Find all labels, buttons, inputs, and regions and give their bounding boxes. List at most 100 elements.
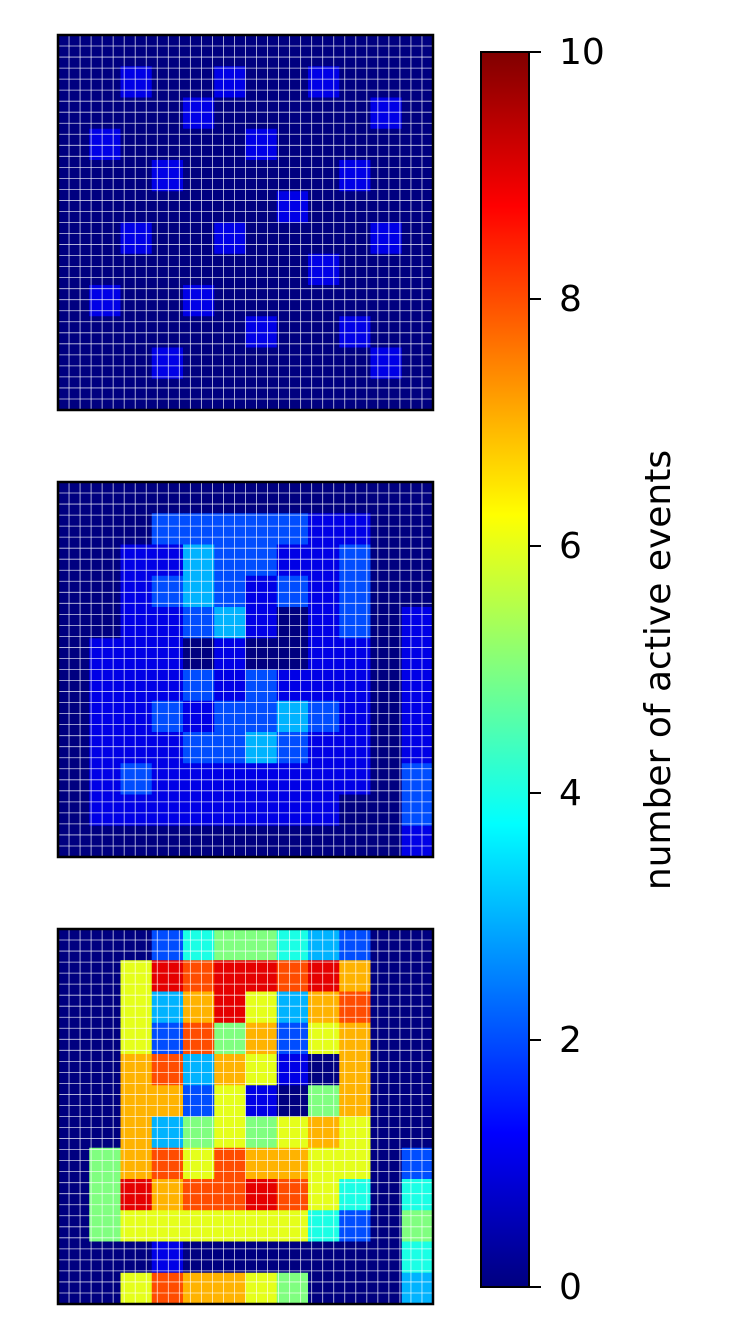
heatmap-cell xyxy=(58,35,90,67)
colorbar xyxy=(480,51,530,1288)
heatmap-cell xyxy=(214,544,246,577)
heatmap-cell xyxy=(214,700,246,733)
heatmap-cell xyxy=(120,160,153,192)
heatmap-cell xyxy=(183,1147,215,1180)
heatmap-cell xyxy=(151,575,184,608)
heatmap-cell xyxy=(276,1085,309,1117)
heatmap-cell xyxy=(214,1022,246,1055)
heatmap-cell xyxy=(183,1241,215,1274)
heatmap-cell xyxy=(151,66,184,98)
heatmap-cell xyxy=(151,1022,184,1055)
heatmap-cell xyxy=(401,991,434,1024)
heatmap-cell xyxy=(308,1179,340,1211)
heatmap-cell xyxy=(120,669,153,702)
heatmap-cell xyxy=(370,347,403,380)
heatmap-cell xyxy=(245,35,278,67)
heatmap-cell xyxy=(308,825,340,858)
heatmap-cell xyxy=(370,638,403,670)
heatmap-cell xyxy=(214,1054,246,1086)
heatmap-cell xyxy=(58,544,90,577)
heatmap-cell xyxy=(401,607,434,639)
heatmap-cell xyxy=(339,1272,371,1305)
heatmap-cell xyxy=(370,960,403,992)
colorbar-label: number of active events xyxy=(638,450,679,890)
heatmap-cell xyxy=(120,638,153,670)
heatmap-cell xyxy=(276,1147,309,1180)
heatmap-cell xyxy=(58,1210,90,1242)
heatmap-cell xyxy=(214,638,246,670)
heatmap-cell xyxy=(58,1272,90,1305)
heatmap-cell xyxy=(401,1210,434,1242)
heatmap-cell xyxy=(120,128,153,161)
heatmap-cell xyxy=(89,66,121,98)
heatmap-cell xyxy=(245,316,278,348)
heatmap-cell xyxy=(183,347,215,380)
heatmap-cell xyxy=(276,97,309,130)
heatmap-cell xyxy=(151,347,184,380)
heatmap-cell xyxy=(183,128,215,161)
heatmap-panel xyxy=(56,33,435,412)
heatmap-cell xyxy=(151,513,184,545)
heatmap-cell xyxy=(151,825,184,858)
heatmap-cell xyxy=(120,191,153,223)
heatmap-cell xyxy=(245,97,278,130)
heatmap-cell xyxy=(120,1054,153,1086)
heatmap-cell xyxy=(120,825,153,858)
heatmap-cell xyxy=(308,794,340,827)
heatmap-cell xyxy=(214,1272,246,1305)
heatmap-cell xyxy=(276,285,309,317)
heatmap-cell xyxy=(245,825,278,858)
heatmap-cell xyxy=(308,128,340,161)
heatmap-cell xyxy=(245,1272,278,1305)
heatmap-cell xyxy=(401,638,434,670)
heatmap-cell xyxy=(151,160,184,192)
heatmap-cell xyxy=(401,763,434,795)
heatmap-cell xyxy=(120,222,153,255)
heatmap-cell xyxy=(58,732,90,764)
heatmap-cell xyxy=(151,35,184,67)
heatmap-cell xyxy=(370,160,403,192)
heatmap-cell xyxy=(89,513,121,545)
heatmap-cell xyxy=(339,285,371,317)
heatmap-cell xyxy=(89,191,121,223)
heatmap-cell xyxy=(58,513,90,545)
heatmap-cell xyxy=(214,191,246,223)
heatmap-cell xyxy=(308,1241,340,1274)
heatmap-cell xyxy=(276,669,309,702)
heatmap-cell xyxy=(183,316,215,348)
heatmap-cell xyxy=(120,1147,153,1180)
heatmap-cell xyxy=(245,285,278,317)
heatmap-cell xyxy=(58,347,90,380)
heatmap-cell xyxy=(120,960,153,992)
heatmap-cell xyxy=(339,763,371,795)
heatmap-cell xyxy=(151,222,184,255)
heatmap-cell xyxy=(58,191,90,223)
heatmap-cell xyxy=(151,732,184,764)
heatmap-cell xyxy=(339,991,371,1024)
heatmap-cell xyxy=(120,544,153,577)
heatmap-cell xyxy=(89,763,121,795)
heatmap-cell xyxy=(245,513,278,545)
heatmap-cell xyxy=(370,191,403,223)
heatmap-cell xyxy=(401,794,434,827)
heatmap-cell xyxy=(339,929,371,961)
heatmap-cell xyxy=(308,1085,340,1117)
heatmap-cell xyxy=(370,1241,403,1274)
heatmap-cell xyxy=(245,607,278,639)
heatmap-cell xyxy=(183,1116,215,1149)
heatmap-cell xyxy=(245,575,278,608)
heatmap-cell xyxy=(308,607,340,639)
heatmap-cell xyxy=(89,638,121,670)
heatmap-cell xyxy=(308,1116,340,1149)
heatmap-cell xyxy=(151,1272,184,1305)
heatmap-cell xyxy=(276,1116,309,1149)
heatmap-cell xyxy=(120,607,153,639)
heatmap-cell xyxy=(58,1116,90,1149)
heatmap-cell xyxy=(214,825,246,858)
heatmap-cell xyxy=(89,1272,121,1305)
heatmap-cell xyxy=(151,1147,184,1180)
heatmap-cell xyxy=(245,960,278,992)
heatmap-cell xyxy=(339,1210,371,1242)
heatmap-cell xyxy=(214,763,246,795)
